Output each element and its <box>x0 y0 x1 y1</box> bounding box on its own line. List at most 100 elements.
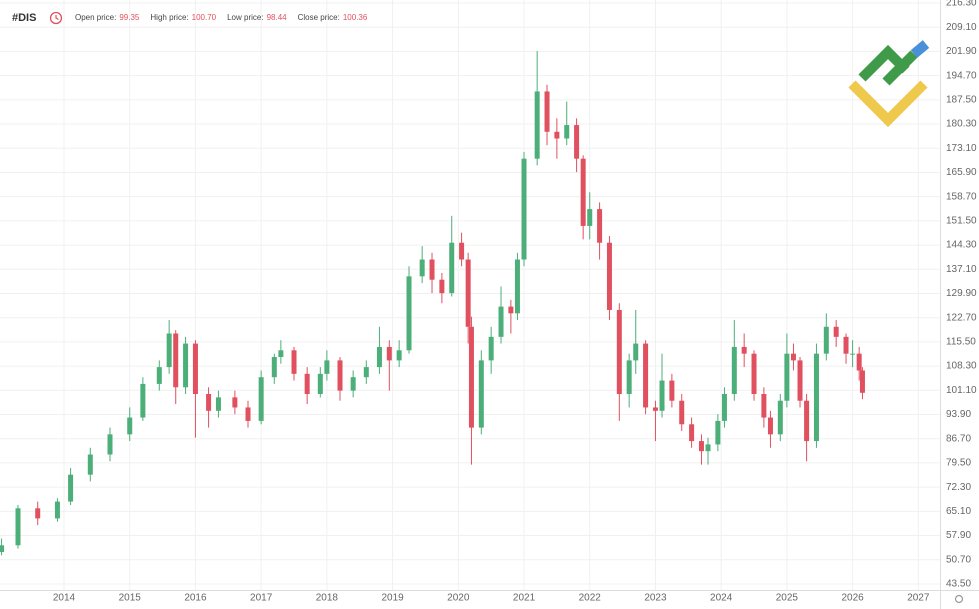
candle-body <box>478 360 484 428</box>
ticker: #DIS <box>12 12 36 24</box>
candle-body <box>580 158 586 226</box>
candle-body <box>587 209 593 226</box>
candle-body <box>633 343 639 361</box>
candle-body <box>731 346 737 395</box>
y-tick-label: 187.50 <box>946 94 977 105</box>
candle-body <box>0 545 5 553</box>
candle-body <box>508 306 514 314</box>
candle-body <box>804 400 810 442</box>
y-tick-label: 209.10 <box>946 22 977 33</box>
logo <box>848 40 930 128</box>
candle-body <box>659 380 665 411</box>
x-tick-label: 2022 <box>579 593 602 604</box>
candle-body <box>544 91 550 132</box>
candle-body <box>597 209 603 243</box>
x-axis-panel <box>0 590 979 609</box>
info-label: High price: <box>150 13 188 22</box>
candle-body <box>859 370 865 393</box>
axes: 43.50 50.70 57.90 65.10 72.30 79.50 86.70 93.90… <box>53 0 977 604</box>
candle-body <box>767 417 773 435</box>
candle-body <box>183 343 189 388</box>
candle-body <box>856 353 862 371</box>
candle-body <box>35 508 41 519</box>
candle-body <box>429 259 435 280</box>
candle-body <box>206 394 212 411</box>
candle-body <box>669 380 675 401</box>
candle-body <box>406 276 412 351</box>
logo-green-2 <box>882 50 918 86</box>
y-tick-label: 108.30 <box>946 361 977 372</box>
y-tick-label: 158.70 <box>946 191 977 202</box>
candle-body <box>698 441 704 452</box>
candle-body <box>317 373 323 395</box>
candle-body <box>140 383 146 418</box>
candle-body <box>350 377 356 391</box>
candle-body <box>166 333 172 368</box>
candle-body <box>790 353 796 361</box>
settings-icon[interactable] <box>954 594 964 604</box>
candle-body <box>554 131 560 139</box>
y-tick-label: 144.30 <box>946 240 977 251</box>
y-tick-label: 122.70 <box>946 312 977 323</box>
clock-hands <box>55 15 59 21</box>
candle-body <box>705 444 711 452</box>
candle-body <box>376 346 382 368</box>
candle-body <box>449 242 455 294</box>
info-value: 100.36 <box>343 13 368 22</box>
info: Open price: 99.35 High price: 100.70 Low pri… <box>75 13 368 22</box>
y-tick-label: 173.10 <box>946 143 977 154</box>
candle-body <box>626 360 632 395</box>
x-tick-label: 2017 <box>250 593 273 604</box>
clock-circle <box>49 11 63 25</box>
candle-body <box>777 400 783 435</box>
candle-body <box>278 350 284 358</box>
x-tick-label: 2026 <box>841 593 864 604</box>
candle-body <box>652 407 658 411</box>
candle-body <box>761 394 767 418</box>
y-tick-label: 201.90 <box>946 46 977 57</box>
candle-body <box>68 474 74 502</box>
candle-body <box>534 91 540 159</box>
candle-body <box>337 360 343 391</box>
candle-body <box>797 360 803 401</box>
y-tick-label: 72.30 <box>946 482 971 493</box>
candle-body <box>564 125 570 139</box>
gear <box>954 594 964 604</box>
y-tick-label: 43.50 <box>946 579 971 590</box>
candle-body <box>459 242 465 260</box>
candle-body <box>439 279 445 294</box>
candle-body <box>324 360 330 374</box>
candle-body <box>833 326 839 337</box>
candle-body <box>291 350 297 374</box>
y-tick-label: 79.50 <box>946 458 971 469</box>
candle-body <box>784 353 790 401</box>
candle-body <box>363 367 369 378</box>
y-tick-label: 115.50 <box>946 337 976 348</box>
candle-body <box>689 424 695 442</box>
candles <box>0 51 865 556</box>
candle-body <box>419 259 425 277</box>
x-tick-label: 2015 <box>119 593 142 604</box>
clock-icon[interactable] <box>49 11 63 25</box>
candle-body <box>498 306 504 337</box>
candle-body <box>245 407 251 421</box>
candle-body <box>192 343 198 395</box>
candle-body <box>616 309 622 395</box>
candle-body <box>396 350 402 361</box>
candle-body <box>304 373 310 395</box>
candle-body <box>606 242 612 310</box>
x-tick-label: 2019 <box>381 593 404 604</box>
candle-body <box>15 508 21 546</box>
y-tick-label: 129.90 <box>946 288 977 299</box>
candle-body <box>271 357 277 378</box>
candle-body <box>468 326 474 428</box>
candle-body <box>850 353 856 355</box>
y-tick-label: 65.10 <box>946 506 971 517</box>
x-tick-label: 2025 <box>776 593 799 604</box>
y-tick-label: 165.90 <box>946 167 977 178</box>
candle-body <box>679 400 685 425</box>
y-tick-label: 194.70 <box>946 70 977 81</box>
x-tick-label: 2020 <box>447 593 470 604</box>
